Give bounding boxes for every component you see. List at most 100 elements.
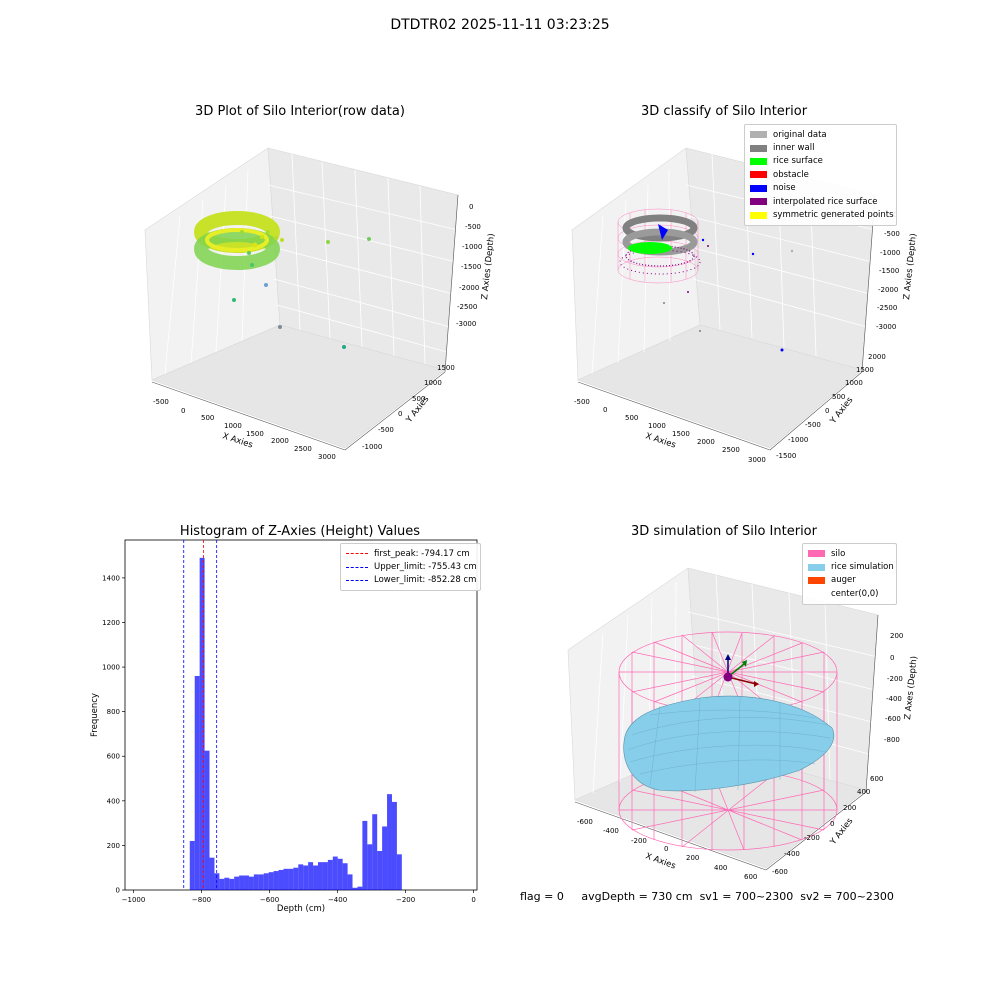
histogram-bar-35 — [362, 820, 368, 890]
svg-text:-2000: -2000 — [459, 284, 479, 292]
simulation-z-label: Z Axes (Depth) — [903, 656, 920, 721]
raw-ring-points — [194, 211, 280, 270]
svg-text:0: 0 — [890, 654, 894, 662]
histogram-bar-25 — [313, 865, 319, 890]
simulation-y-ticks: -600 -400 -200 0 200 400 600 — [772, 775, 883, 876]
svg-text:-600: -600 — [772, 868, 788, 876]
histogram-panel: −1000 −800 −600 −400 −200 0 0 200 400 600 800 1000… — [90, 539, 478, 914]
sv2-status: sv2 = 700~2300 — [800, 890, 894, 903]
raw-z-label: Z Axies (Depth) — [480, 233, 497, 300]
legend-item-obstacle: obstacle — [750, 168, 891, 181]
x-tick-label-3: −400 — [328, 896, 347, 904]
svg-text:0: 0 — [830, 820, 834, 828]
histogram-y-ticks: 0 200 400 600 800 1000 1200 1400 — [102, 574, 125, 895]
histogram-y-label: Frequency — [90, 693, 100, 737]
svg-text:400: 400 — [857, 788, 870, 796]
simulation-x-label: X Axies — [644, 851, 677, 871]
avg-depth-status: avgDepth = 730 cm — [581, 890, 693, 903]
legend-swatch — [808, 590, 825, 597]
histogram-axes-frame — [124, 539, 478, 891]
simulation-rice-surface — [623, 695, 835, 792]
svg-text:-200: -200 — [887, 675, 903, 683]
legend-item-lower-limit: Lower_limit: -852.28 cm — [346, 574, 476, 587]
svg-text:200: 200 — [890, 632, 903, 640]
svg-text:600: 600 — [870, 775, 883, 783]
histogram-bar-12 — [248, 876, 254, 890]
histogram-bar-31 — [342, 863, 348, 890]
histogram-bar-3 — [204, 750, 210, 890]
legend-line — [346, 553, 368, 555]
svg-text:-200: -200 — [804, 834, 820, 842]
classify-x-ticks: -500 0 500 1000 1500 2000 2500 3000 — [574, 398, 766, 464]
legend-item-rice-surface: rice surface — [750, 155, 891, 168]
svg-text:3000: 3000 — [318, 453, 336, 461]
svg-text:1000: 1000 — [648, 422, 666, 430]
histogram-bars — [189, 557, 402, 890]
svg-text:0: 0 — [664, 845, 668, 853]
histogram-bar-38 — [377, 850, 383, 890]
legend-item-rice-simulation: rice simulation — [808, 560, 894, 573]
histogram-bar-37 — [372, 814, 378, 890]
svg-text:1500: 1500 — [672, 430, 690, 438]
legend-swatch — [750, 144, 767, 152]
svg-text:-800: -800 — [884, 736, 900, 744]
y-tick-label-0: 0 — [116, 887, 120, 895]
svg-text:-400: -400 — [603, 827, 619, 835]
histogram-bar-42 — [396, 854, 402, 890]
svg-text:500: 500 — [625, 414, 638, 422]
classify-z-label: Z Axies (Depth) — [902, 233, 919, 300]
flag-status: flag = 0 — [520, 890, 564, 903]
svg-text:0: 0 — [181, 407, 185, 415]
classify-panel-title: 3D classify of Silo Interior — [640, 104, 808, 119]
svg-text:-500: -500 — [574, 398, 590, 406]
histogram-bar-15 — [263, 873, 269, 890]
histogram-bar-30 — [337, 858, 343, 890]
svg-text:-1500: -1500 — [879, 267, 899, 275]
histogram-bar-28 — [327, 859, 333, 890]
histogram-bar-0 — [189, 840, 195, 890]
svg-text:-200: -200 — [631, 837, 647, 845]
classify-legend: original data inner wall rice surface ob… — [744, 124, 897, 226]
legend-item-first-peak: first_peak: -794.17 cm — [346, 547, 475, 560]
legend-swatch — [808, 576, 825, 584]
simulation-panel-title: 3D simulation of Silo Interior — [631, 524, 817, 539]
y-tick-label-3: 600 — [107, 753, 120, 761]
svg-text:-400: -400 — [886, 695, 902, 703]
legend-item-symmetric-generated-points: symmetric generated points — [750, 208, 894, 221]
histogram-bar-27 — [322, 862, 328, 890]
legend-item-interpolated-rice-surface: interpolated rice surface — [750, 195, 891, 208]
svg-text:-1000: -1000 — [462, 243, 482, 251]
histogram-bar-22 — [298, 864, 304, 890]
svg-text:500: 500 — [412, 395, 425, 403]
histogram-bar-23 — [303, 865, 309, 890]
svg-text:200: 200 — [686, 854, 699, 862]
svg-text:-2500: -2500 — [457, 303, 477, 311]
raw-y-ticks: -1000 -500 0 500 1000 1500 — [362, 364, 455, 451]
histogram-bar-40 — [387, 794, 392, 890]
svg-text:500: 500 — [832, 393, 845, 401]
svg-text:1500: 1500 — [246, 430, 264, 438]
svg-text:-400: -400 — [784, 850, 800, 858]
y-tick-label-6: 1200 — [102, 619, 120, 627]
raw-panel-title: 3D Plot of Silo Interior(row data) — [195, 104, 405, 119]
status-footer: flag = 0 avgDepth = 730 cm sv1 = 700~230… — [520, 890, 894, 903]
svg-text:2500: 2500 — [294, 445, 312, 453]
legend-swatch — [750, 184, 767, 192]
svg-text:0: 0 — [469, 203, 473, 211]
svg-text:600: 600 — [744, 873, 757, 881]
y-tick-label-2: 400 — [107, 797, 120, 805]
y-tick-label-7: 1400 — [102, 574, 120, 582]
svg-text:400: 400 — [714, 864, 727, 872]
histogram-bar-8 — [229, 878, 235, 890]
histogram-bar-6 — [219, 878, 225, 890]
histogram-bar-11 — [244, 875, 249, 890]
svg-text:-1500: -1500 — [776, 452, 796, 460]
histogram-bar-18 — [278, 869, 284, 890]
x-tick-label-2: −600 — [260, 896, 279, 904]
histogram-bar-20 — [288, 868, 294, 890]
histogram-bar-7 — [224, 877, 230, 890]
y-tick-label-1: 200 — [107, 842, 120, 850]
simulation-axes-lines — [574, 614, 879, 871]
histogram-x-ticks: −1000 −800 −600 −400 −200 0 — [122, 890, 476, 904]
histogram-bar-26 — [318, 862, 323, 890]
